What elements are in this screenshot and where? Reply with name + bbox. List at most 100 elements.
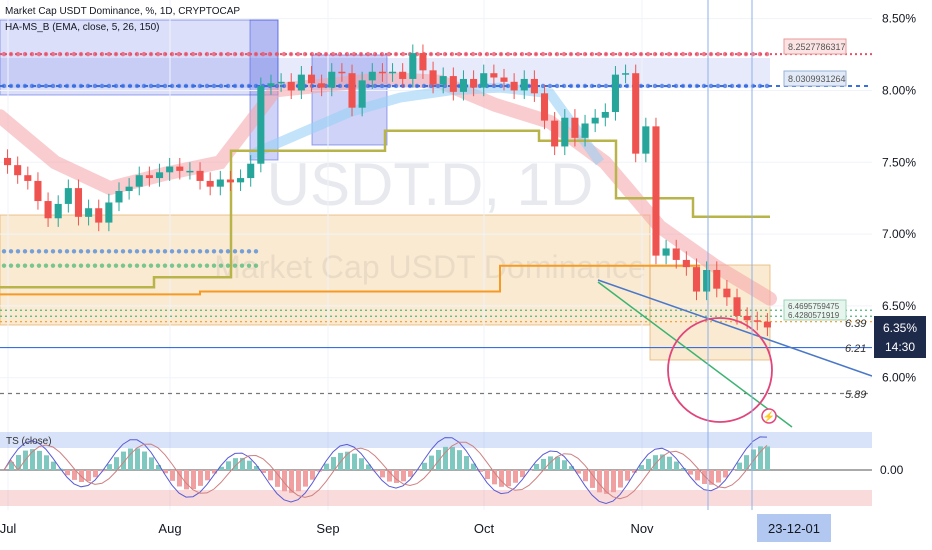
oscillator-bar [93, 470, 98, 478]
level-marker [71, 51, 77, 57]
level-marker [127, 263, 133, 268]
oscillator-bar [618, 470, 623, 488]
level-marker [141, 263, 147, 268]
level-marker [680, 83, 686, 89]
level-marker [134, 249, 140, 254]
candle-body [226, 179, 234, 183]
level-marker [190, 263, 196, 268]
level-marker [225, 263, 231, 268]
oscillator-bar [72, 470, 77, 480]
level-marker [386, 83, 392, 89]
level-marker [309, 51, 315, 57]
candle-body [206, 180, 214, 187]
level-marker [134, 263, 140, 268]
level-marker [617, 51, 623, 57]
oscillator-pane [0, 432, 872, 506]
level-marker [428, 51, 434, 57]
level-marker [526, 83, 532, 89]
oscillator-bar [303, 470, 308, 487]
current-price: 6.35% [883, 321, 917, 335]
level-marker [449, 51, 455, 57]
level-marker [106, 51, 112, 57]
level-marker [169, 51, 175, 57]
candle-body [196, 170, 204, 181]
level-marker [596, 83, 602, 89]
candle-body [287, 81, 295, 91]
oscillator-bar [331, 457, 336, 470]
level-marker [155, 83, 161, 89]
level-marker [253, 51, 259, 57]
candle-body [530, 78, 538, 94]
oscillator-bar [30, 449, 35, 470]
candle-body [419, 53, 427, 71]
oscillator-bar [506, 470, 511, 487]
candle-body [449, 76, 457, 92]
oscillator-bar [723, 470, 728, 478]
level-marker [743, 51, 749, 57]
oscillator-bar [219, 466, 224, 470]
level-label-589: 5.89 [845, 389, 866, 401]
candle-body [307, 74, 316, 84]
level-marker [29, 263, 35, 268]
level-marker [701, 51, 707, 57]
level-marker [603, 51, 609, 57]
level-marker [57, 83, 63, 89]
candle-body [439, 76, 447, 85]
candle-body [237, 178, 245, 183]
level-marker [568, 83, 574, 89]
oscillator-bar [261, 470, 266, 473]
candle-body [4, 157, 12, 166]
level-marker [302, 51, 308, 57]
level-marker [673, 51, 679, 57]
level-marker [428, 83, 434, 89]
oscillator-bar [205, 470, 210, 481]
level-label-639: 6.39 [845, 318, 866, 330]
alert-icon[interactable] [761, 408, 777, 424]
level-marker [631, 51, 637, 57]
level-marker [43, 51, 49, 57]
oscillator-bar [345, 451, 350, 470]
level-marker [568, 51, 574, 57]
level-marker [666, 83, 672, 89]
price-tick-label: 7.00% [882, 227, 916, 241]
oscillator-bar [282, 470, 287, 492]
oscillator-bar [597, 470, 602, 493]
level-marker [8, 249, 14, 254]
level-marker [36, 51, 42, 57]
oscillator-bar [233, 458, 238, 470]
level-marker [435, 51, 441, 57]
candle-body [54, 203, 62, 219]
level-marker [477, 51, 483, 57]
oscillator-bar [548, 456, 553, 470]
level-marker [295, 51, 301, 57]
ema-ribbon [0, 71, 777, 306]
candle-body [591, 117, 599, 124]
level-marker [169, 83, 175, 89]
level-marker [505, 51, 511, 57]
candle-body [85, 208, 93, 217]
oscillator-bar [114, 457, 119, 470]
level-marker [148, 51, 154, 57]
candle-body [247, 163, 255, 179]
candle-body [470, 78, 478, 88]
level-marker [113, 83, 119, 89]
svg-text:8.2527786317: 8.2527786317 [788, 42, 846, 52]
level-marker [162, 249, 168, 254]
level-marker [470, 51, 476, 57]
level-marker [694, 83, 700, 89]
level-marker [281, 51, 287, 57]
level-marker [624, 51, 630, 57]
level-marker [106, 83, 112, 89]
level-marker [750, 51, 756, 57]
level-marker [169, 263, 175, 268]
oscillator-bar [37, 450, 42, 470]
candle-body [358, 80, 366, 108]
price-axis[interactable] [872, 0, 932, 510]
level-marker [323, 51, 329, 57]
level-marker [638, 51, 644, 57]
oscillator-bar [765, 446, 770, 470]
oscillator-bar [590, 470, 595, 488]
trendline-blue [597, 279, 873, 377]
candle-body [328, 71, 336, 88]
level-label-621: 6.21 [845, 343, 866, 355]
